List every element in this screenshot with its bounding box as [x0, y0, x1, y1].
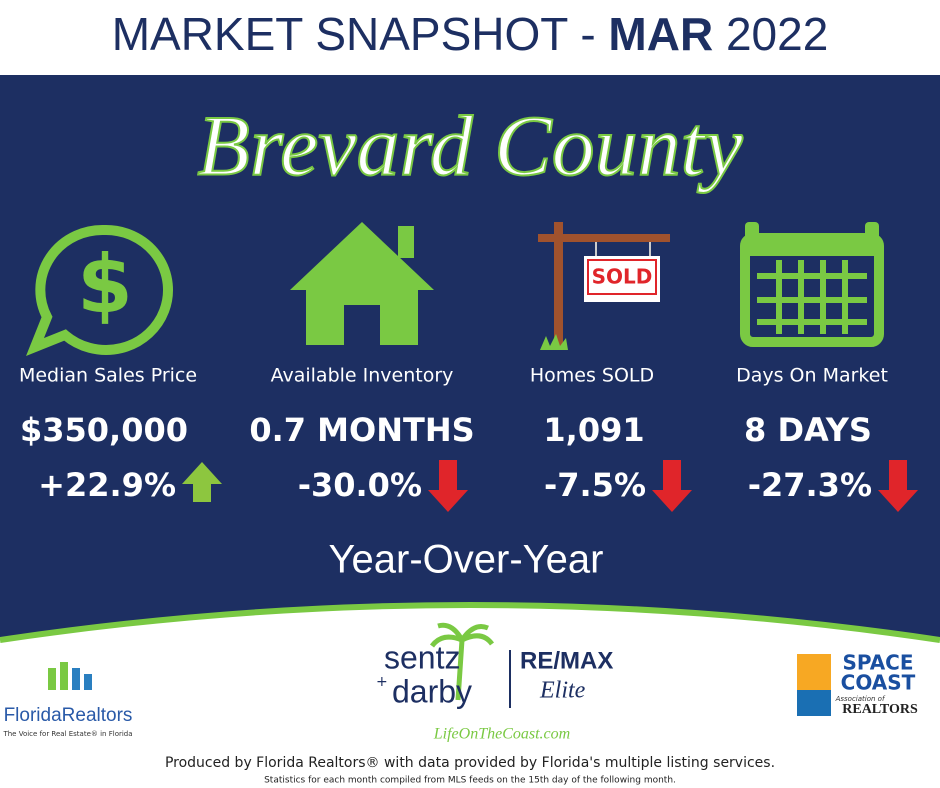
down-arrow [878, 460, 918, 512]
metric-label: Median Sales Price [19, 365, 197, 387]
sold-sign-icon: SOLD [538, 222, 670, 350]
dollar-icon: $ [26, 224, 173, 356]
footer-line1: Produced by Florida Realtors® with data … [165, 755, 775, 771]
metric-label: Days On Market [736, 365, 888, 387]
elite: Elite [539, 678, 586, 704]
down-arrow [428, 460, 468, 512]
coast: COAST [841, 671, 916, 695]
comparison-label: Year-Over-Year [329, 538, 604, 582]
svg-text:$: $ [77, 238, 133, 331]
metrics: Median Sales Price $350,000 +22.9% Availabl… [19, 365, 918, 512]
realtors: REALTORS [842, 702, 918, 717]
house-icon [290, 222, 434, 345]
sentz: sentz [384, 639, 460, 675]
title-prefix: MARKET SNAPSHOT - [112, 8, 609, 60]
website: LifeOnTheCoast.com [433, 726, 570, 743]
metric-change: -30.0% [298, 466, 422, 504]
down-arrow [652, 460, 692, 512]
florida-realtors-tagline: The Voice for Real Estate® in Florida [2, 730, 132, 738]
association: Association of [835, 695, 886, 703]
metric-label: Homes SOLD [530, 365, 654, 387]
footer-line2: Statistics for each month compiled from … [264, 776, 676, 786]
metric-value: $350,000 [20, 411, 188, 449]
florida-realtors-logo: FloridaRealtors The Voice for Real Estat… [2, 662, 133, 738]
navy-panel [0, 75, 940, 655]
sold-sign-text: SOLD [592, 265, 653, 289]
space: SPACE [842, 651, 913, 675]
title-year: 2022 [713, 8, 828, 60]
metric-change: +22.9% [38, 466, 176, 504]
sentz-darby-logo: sentz + darby RE/MAX Elite LifeOnTheCoas… [376, 622, 613, 743]
metric-value: 8 DAYS [744, 411, 872, 449]
metric-change: -7.5% [544, 466, 646, 504]
darby: darby [392, 673, 472, 709]
white-wave [0, 605, 940, 788]
green-wave [0, 602, 940, 643]
calendar-icon [740, 222, 884, 347]
title: MARKET SNAPSHOT - MAR 2022 [112, 8, 829, 60]
space-coast-logo: SPACE COAST Association of REALTORS [797, 651, 918, 717]
plus: + [376, 674, 388, 690]
metric-value: 0.7 MONTHS [249, 411, 474, 449]
metric-change: -27.3% [748, 466, 872, 504]
florida-realtors-name: FloridaRealtors [4, 705, 133, 726]
metric-value: 1,091 [543, 411, 644, 449]
metric-label: Available Inventory [271, 365, 454, 387]
up-arrow [182, 462, 222, 502]
county-name: Brevard County [197, 98, 743, 194]
remax: RE/MAX [520, 647, 613, 674]
title-month: MAR [608, 8, 713, 60]
